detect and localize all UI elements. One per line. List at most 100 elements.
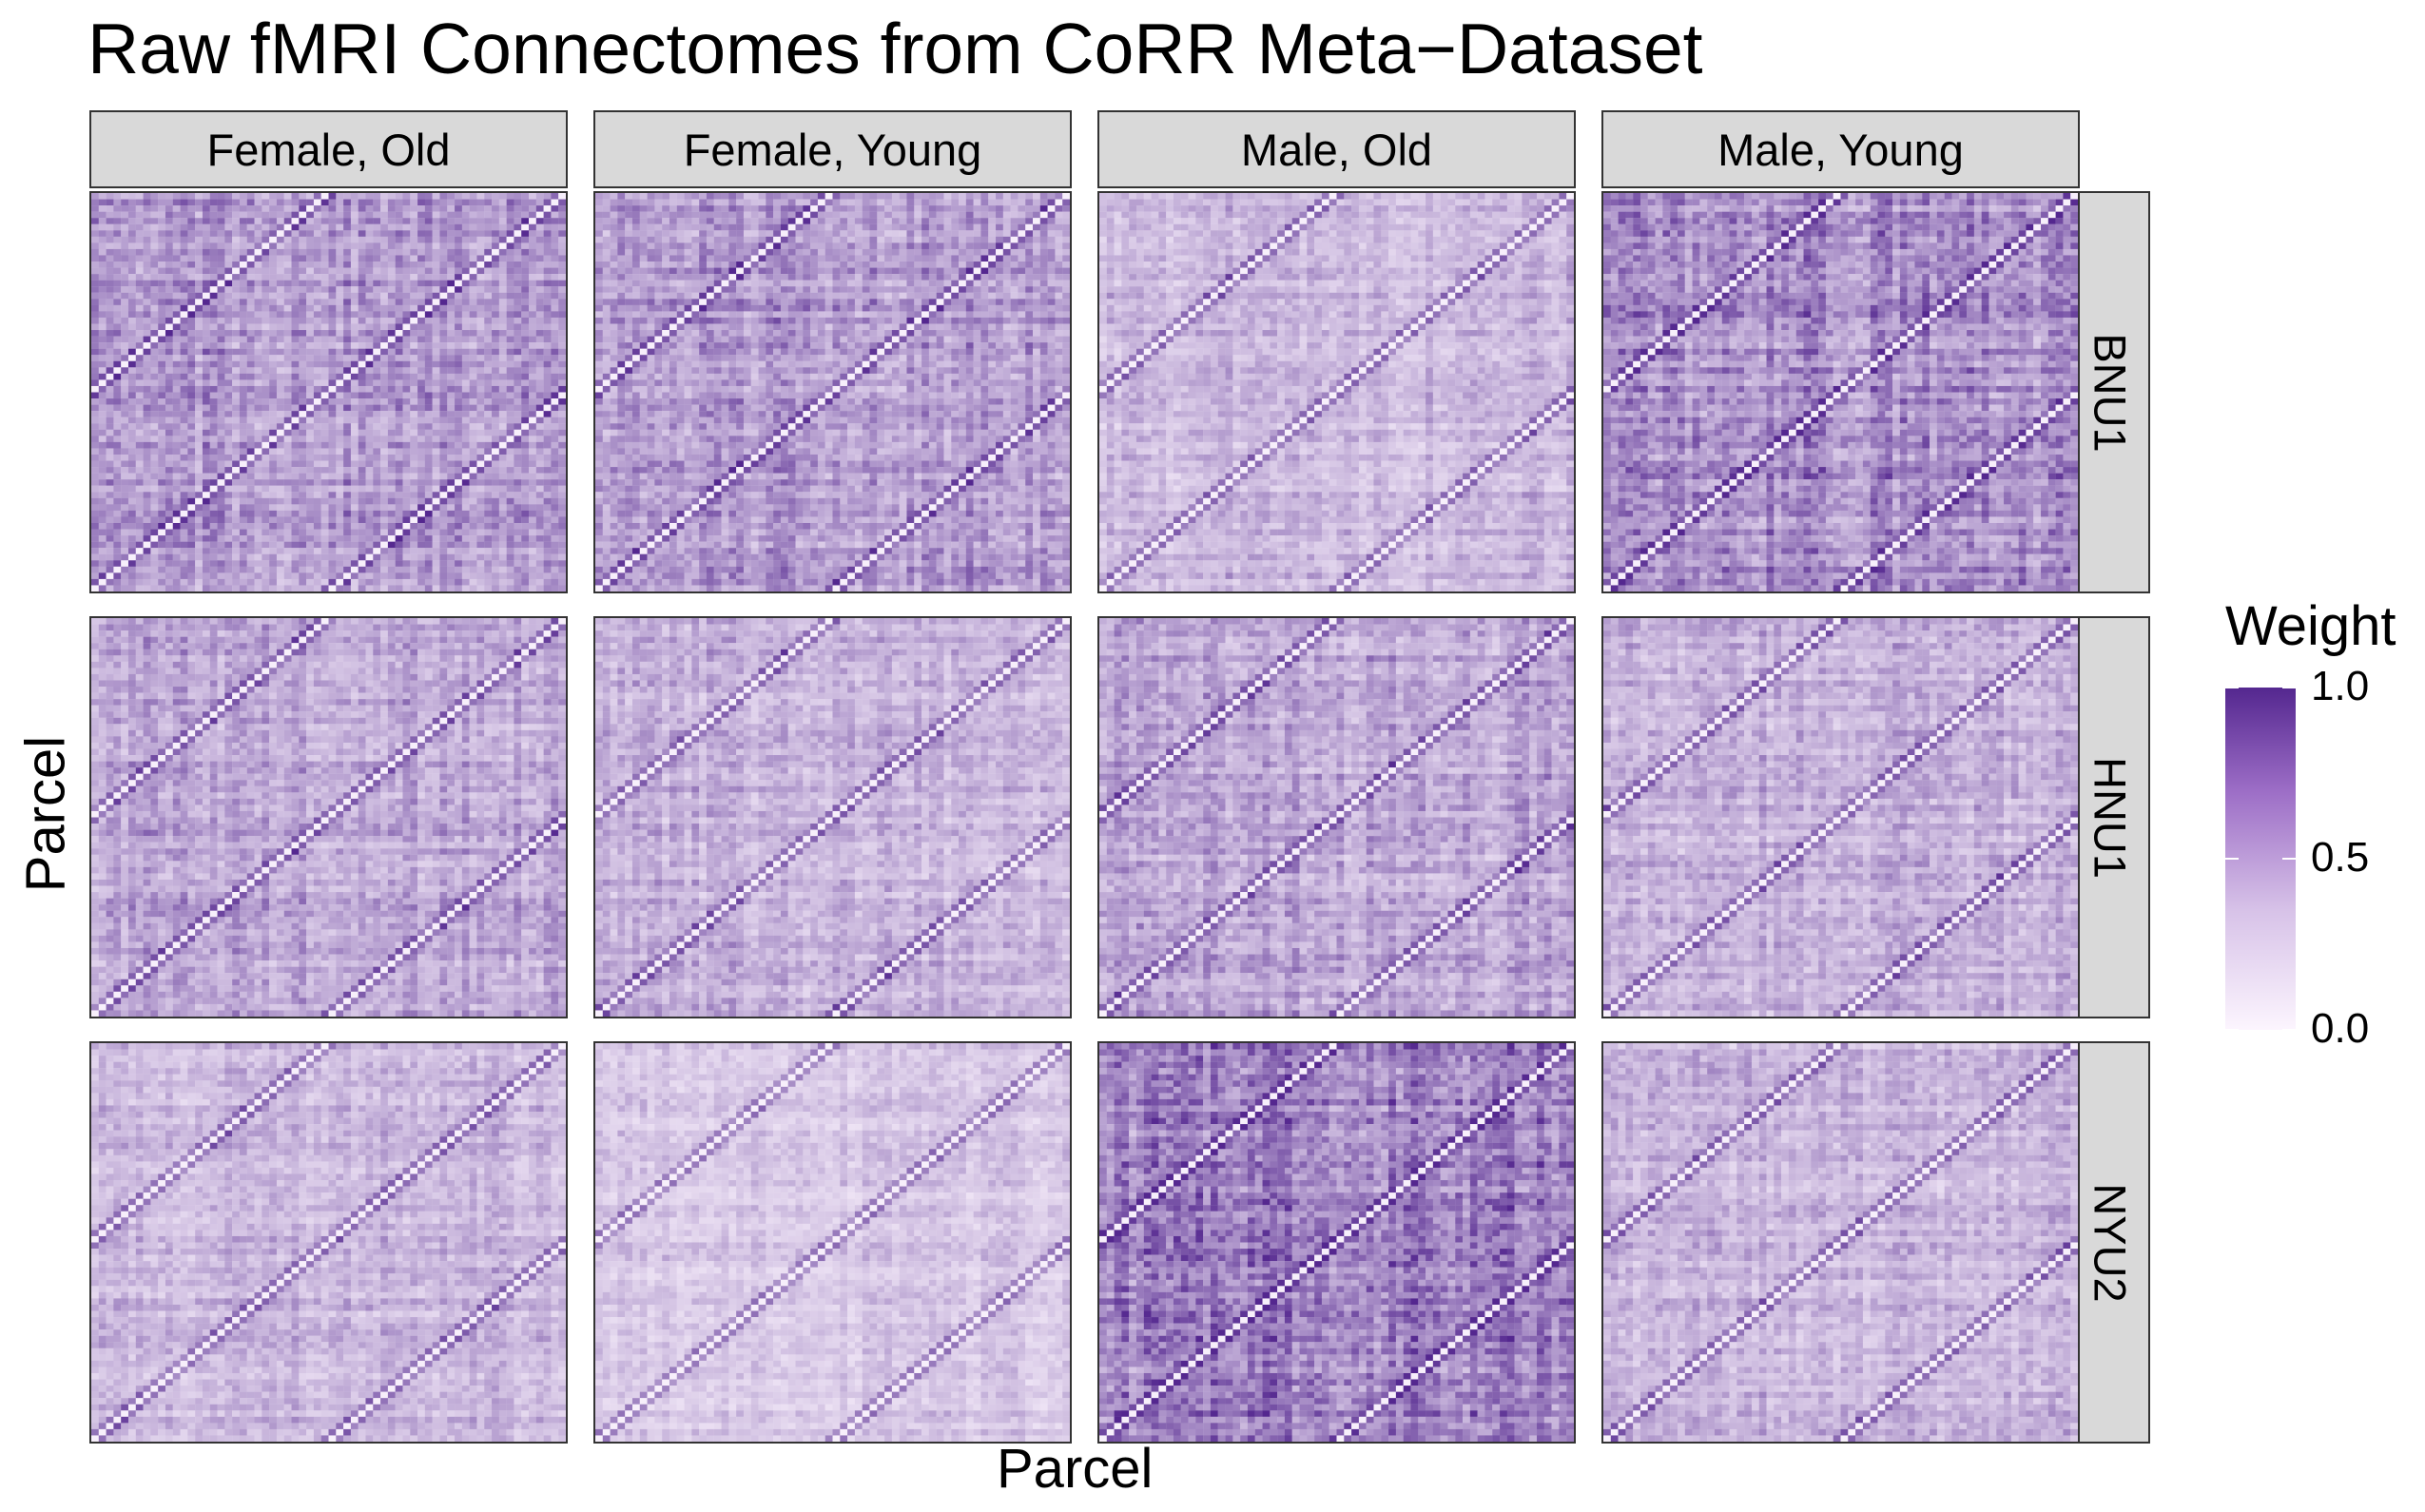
heatmap-cell bbox=[143, 479, 151, 486]
heatmap-cell bbox=[439, 255, 448, 262]
heatmap-cell bbox=[543, 411, 552, 417]
heatmap-cell bbox=[254, 522, 262, 530]
heatmap-cell bbox=[246, 330, 255, 337]
heatmap-cell bbox=[461, 242, 470, 250]
heatmap-cell bbox=[387, 504, 396, 512]
heatmap-cell bbox=[165, 436, 173, 443]
heatmap-cell bbox=[328, 504, 337, 512]
heatmap-cell bbox=[980, 274, 989, 281]
heatmap-cell bbox=[209, 317, 218, 324]
heatmap-cell bbox=[1002, 218, 1011, 224]
heatmap-cell bbox=[165, 429, 173, 436]
heatmap-cell bbox=[529, 367, 536, 374]
heatmap-cell bbox=[358, 304, 366, 312]
heatmap-cell bbox=[617, 242, 626, 250]
heatmap-cell bbox=[172, 262, 181, 268]
heatmap-cell bbox=[217, 262, 225, 268]
heatmap-cell bbox=[492, 211, 499, 219]
heatmap-cell bbox=[180, 404, 188, 412]
heatmap-cell bbox=[291, 522, 300, 530]
heatmap-cell bbox=[187, 230, 196, 237]
heatmap-cell bbox=[965, 267, 974, 275]
heatmap-cell bbox=[410, 336, 418, 343]
heatmap-cell bbox=[455, 286, 462, 293]
heatmap-cell bbox=[135, 541, 144, 549]
heatmap-cell bbox=[899, 211, 907, 219]
heatmap-cell bbox=[358, 398, 366, 405]
heatmap-cell bbox=[365, 193, 374, 200]
heatmap-cell bbox=[476, 248, 485, 256]
heatmap-cell bbox=[121, 572, 129, 580]
heatmap-cell bbox=[306, 516, 315, 524]
heatmap-cell bbox=[980, 242, 989, 250]
heatmap-cell bbox=[417, 262, 426, 268]
heatmap-cell bbox=[276, 286, 284, 293]
heatmap-cell bbox=[959, 255, 966, 262]
heatmap-cell bbox=[676, 223, 685, 231]
heatmap-cell bbox=[373, 342, 381, 349]
heatmap-cell bbox=[506, 535, 514, 542]
heatmap-cell bbox=[336, 299, 344, 305]
heatmap-cell bbox=[299, 411, 307, 417]
heatmap-cell bbox=[810, 218, 819, 224]
heatmap-cell bbox=[529, 230, 536, 237]
heatmap-cell bbox=[106, 274, 114, 281]
heatmap-cell bbox=[180, 411, 188, 417]
heatmap-cell bbox=[269, 411, 278, 417]
heatmap-cell bbox=[521, 404, 530, 412]
heatmap-cell bbox=[127, 230, 136, 237]
heatmap-cell bbox=[343, 578, 352, 586]
heatmap-cell bbox=[358, 330, 366, 337]
heatmap-cell bbox=[432, 522, 440, 530]
heatmap-cell bbox=[336, 566, 344, 573]
heatmap-cell bbox=[127, 317, 136, 324]
heatmap-cell bbox=[602, 236, 611, 243]
heatmap-cell bbox=[877, 230, 885, 237]
heatmap-cell bbox=[246, 267, 255, 275]
heatmap-cell bbox=[891, 267, 900, 275]
heatmap-cell bbox=[195, 230, 204, 237]
heatmap-cell bbox=[283, 404, 292, 412]
heatmap-cell bbox=[350, 242, 359, 250]
heatmap-cell bbox=[269, 218, 278, 224]
heatmap-cell bbox=[209, 392, 218, 399]
heatmap-cell bbox=[91, 560, 99, 567]
heatmap-cell bbox=[121, 423, 129, 430]
heatmap-cell bbox=[336, 230, 344, 237]
heatmap-cell bbox=[484, 248, 493, 256]
heatmap-cell bbox=[336, 199, 344, 206]
heatmap-cell bbox=[254, 492, 262, 498]
heatmap-cell bbox=[469, 205, 477, 212]
heatmap-cell bbox=[1002, 267, 1011, 275]
heatmap-cell bbox=[113, 299, 122, 305]
heatmap-cell bbox=[795, 223, 804, 231]
heatmap-cell bbox=[165, 311, 173, 319]
heatmap-cell bbox=[291, 423, 300, 430]
heatmap-cell bbox=[417, 248, 426, 256]
heatmap-cell bbox=[476, 516, 485, 524]
heatmap-cell bbox=[269, 548, 278, 554]
heatmap-cell bbox=[262, 411, 270, 417]
heatmap-cell bbox=[121, 199, 129, 206]
heatmap-cell bbox=[135, 304, 144, 312]
heatmap-cell bbox=[209, 323, 218, 331]
heatmap-cell bbox=[209, 436, 218, 443]
heatmap-cell bbox=[246, 392, 255, 399]
heatmap-cell bbox=[558, 448, 566, 456]
heatmap-cell bbox=[928, 230, 937, 237]
heatmap-cell bbox=[195, 516, 204, 524]
heatmap-cell bbox=[143, 541, 151, 549]
heatmap-cell bbox=[143, 385, 151, 393]
heatmap-cell bbox=[358, 454, 366, 461]
heatmap-cell bbox=[943, 274, 952, 281]
heatmap-cell bbox=[232, 492, 241, 498]
heatmap-cell bbox=[469, 423, 477, 430]
heatmap-cell bbox=[758, 267, 766, 275]
heatmap-cell bbox=[343, 373, 352, 380]
heatmap-cell bbox=[476, 379, 485, 387]
heatmap-cell bbox=[172, 218, 181, 224]
heatmap-cell bbox=[996, 242, 1003, 250]
heatmap-cell bbox=[810, 205, 819, 212]
heatmap-cell bbox=[387, 311, 396, 319]
heatmap-cell bbox=[98, 348, 107, 356]
